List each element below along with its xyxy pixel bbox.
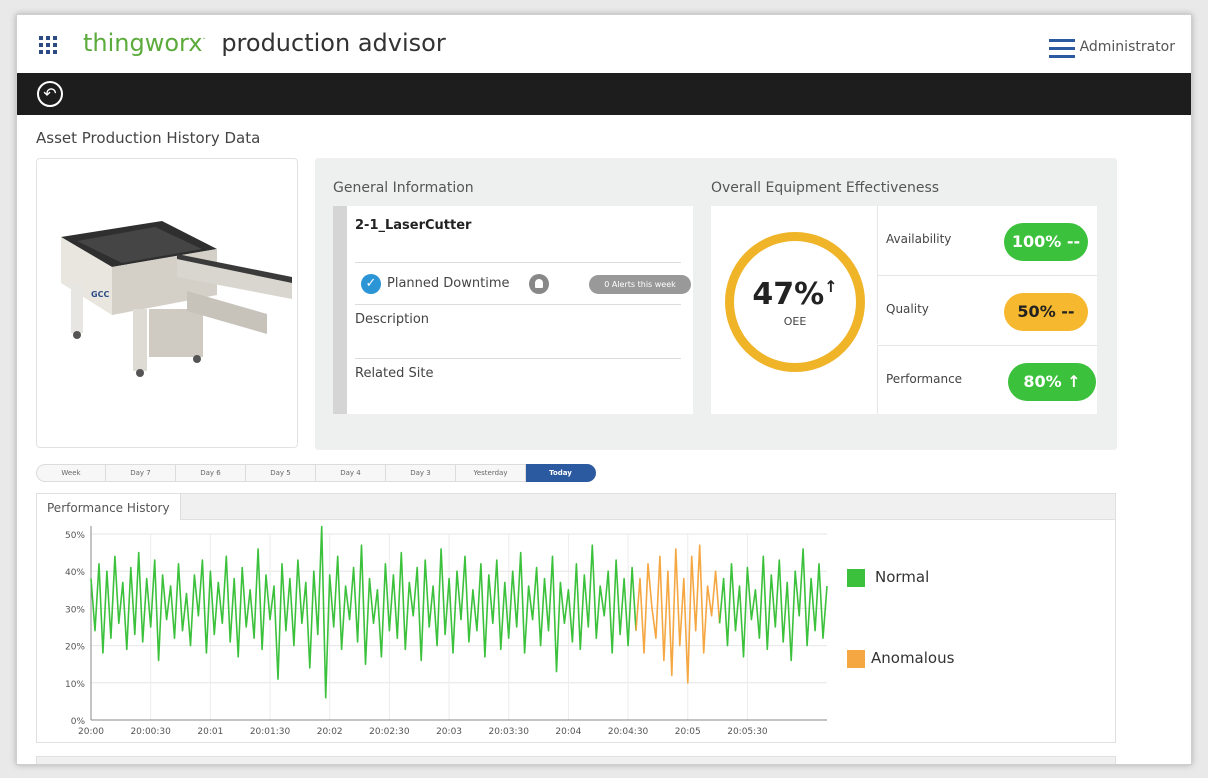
hamburger-menu-icon[interactable]: [1049, 39, 1075, 59]
oee-label: OEE: [783, 315, 807, 328]
brand-mark: ·: [202, 34, 206, 45]
product-name: production advisor: [221, 29, 446, 57]
alerts-badge[interactable]: 0 Alerts this week: [589, 275, 691, 294]
y-tick-label: 50%: [65, 531, 85, 541]
x-tick-label: 20:04:30: [608, 727, 649, 737]
user-name[interactable]: Administrator: [1079, 39, 1175, 55]
metric-quality: Quality 50% --: [877, 275, 1097, 344]
metric-label: Availability: [886, 232, 952, 246]
chart-tab[interactable]: Performance History: [37, 494, 181, 520]
x-tick-label: 20:01: [197, 727, 223, 737]
x-tick-label: 20:04: [555, 727, 581, 737]
series-line-anomalous: [635, 544, 721, 684]
navigation-bar: ↶: [17, 73, 1191, 115]
oee-value: 47%↑: [752, 277, 838, 312]
series-line-normal: [718, 548, 828, 662]
x-tick-label: 20:05:30: [727, 727, 768, 737]
x-tick-label: 20:03:30: [489, 727, 530, 737]
oee-gauge: 47%↑ OEE: [725, 232, 865, 372]
trend-up-icon: ↑: [824, 277, 838, 296]
check-circle-icon: ✓: [361, 274, 381, 294]
apps-grid-icon[interactable]: [39, 36, 57, 54]
brand-name: thingworx: [83, 29, 203, 57]
page-title: Asset Production History Data: [36, 129, 261, 147]
chart-header: Performance History: [37, 494, 1115, 520]
legend-label-anomalous: Anomalous: [871, 649, 955, 667]
bell-icon[interactable]: [529, 274, 549, 294]
brand: thingworx· production advisor: [83, 29, 446, 57]
back-arrow-icon[interactable]: ↶: [37, 81, 63, 107]
tab-yesterday[interactable]: Yesterday: [456, 464, 526, 482]
info-panel: General Information 2-1_LaserCutter ✓ Pl…: [315, 158, 1117, 450]
legend-swatch-anomalous: [847, 650, 865, 668]
series-line-normal: [90, 525, 637, 699]
tab-day-6[interactable]: Day 6: [176, 464, 246, 482]
tab-day-4[interactable]: Day 4: [316, 464, 386, 482]
metric-label: Quality: [886, 302, 929, 316]
y-tick-label: 0%: [71, 717, 86, 727]
y-tick-label: 10%: [65, 680, 85, 690]
oee-title: Overall Equipment Effectiveness: [711, 180, 940, 196]
general-info-title: General Information: [333, 180, 474, 196]
metric-availability: Availability 100% --: [877, 206, 1097, 275]
svg-text:GCC: GCC: [91, 290, 109, 299]
related-site-label: Related Site: [355, 366, 434, 381]
metric-performance: Performance 80% ↑: [877, 345, 1097, 414]
metric-label: Performance: [886, 372, 963, 386]
laser-cutter-image: GCC: [61, 221, 292, 377]
asset-image-card: GCC: [36, 158, 298, 448]
top-bar: thingworx· production advisor Administra…: [17, 15, 1191, 73]
metric-badge: 100% --: [1004, 223, 1088, 261]
y-tick-label: 20%: [65, 643, 85, 653]
divider: [355, 358, 681, 359]
legend-label-normal: Normal: [875, 568, 930, 586]
time-range-selector: Week Day 7 Day 6 Day 5 Day 4 Day 3 Yeste…: [36, 464, 596, 482]
asset-name: 2-1_LaserCutter: [355, 218, 472, 233]
general-info-card: 2-1_LaserCutter ✓ Planned Downtime 0 Ale…: [333, 206, 693, 414]
metric-badge: 80% ↑: [1008, 363, 1096, 401]
x-tick-label: 20:05: [675, 727, 701, 737]
performance-history-card: Performance History 0% 10% 20% 30% 40% 50% 20:…: [36, 493, 1116, 743]
tab-day-5[interactable]: Day 5: [246, 464, 316, 482]
x-tick-label: 20:00: [78, 727, 104, 737]
tab-today[interactable]: Today: [526, 464, 596, 482]
status-text: Planned Downtime: [387, 276, 510, 291]
description-label: Description: [355, 312, 430, 327]
y-tick-label: 40%: [65, 568, 85, 578]
x-tick-label: 20:00:30: [130, 727, 171, 737]
divider: [355, 304, 681, 305]
tab-week[interactable]: Week: [36, 464, 106, 482]
x-tick-label: 20:03: [436, 727, 462, 737]
app-window: thingworx· production advisor Administra…: [16, 14, 1192, 765]
tab-day-7[interactable]: Day 7: [106, 464, 176, 482]
x-tick-label: 20:02: [317, 727, 343, 737]
oee-card: 47%↑ OEE Availability 100% -- Quality 50…: [711, 206, 1097, 414]
bottom-panel: [36, 756, 1116, 764]
performance-chart: 0% 10% 20% 30% 40% 50% 20:00 20:00:30 20:01 20:01…: [65, 525, 828, 737]
y-tick-label: 30%: [65, 605, 85, 615]
legend-swatch-normal: [847, 569, 865, 587]
metric-badge: 50% --: [1004, 293, 1088, 331]
status-row: ✓ Planned Downtime 0 Alerts this week: [361, 272, 691, 296]
x-tick-label: 20:01:30: [250, 727, 291, 737]
x-tick-label: 20:02:30: [369, 727, 410, 737]
tab-day-3[interactable]: Day 3: [386, 464, 456, 482]
divider: [355, 262, 681, 263]
